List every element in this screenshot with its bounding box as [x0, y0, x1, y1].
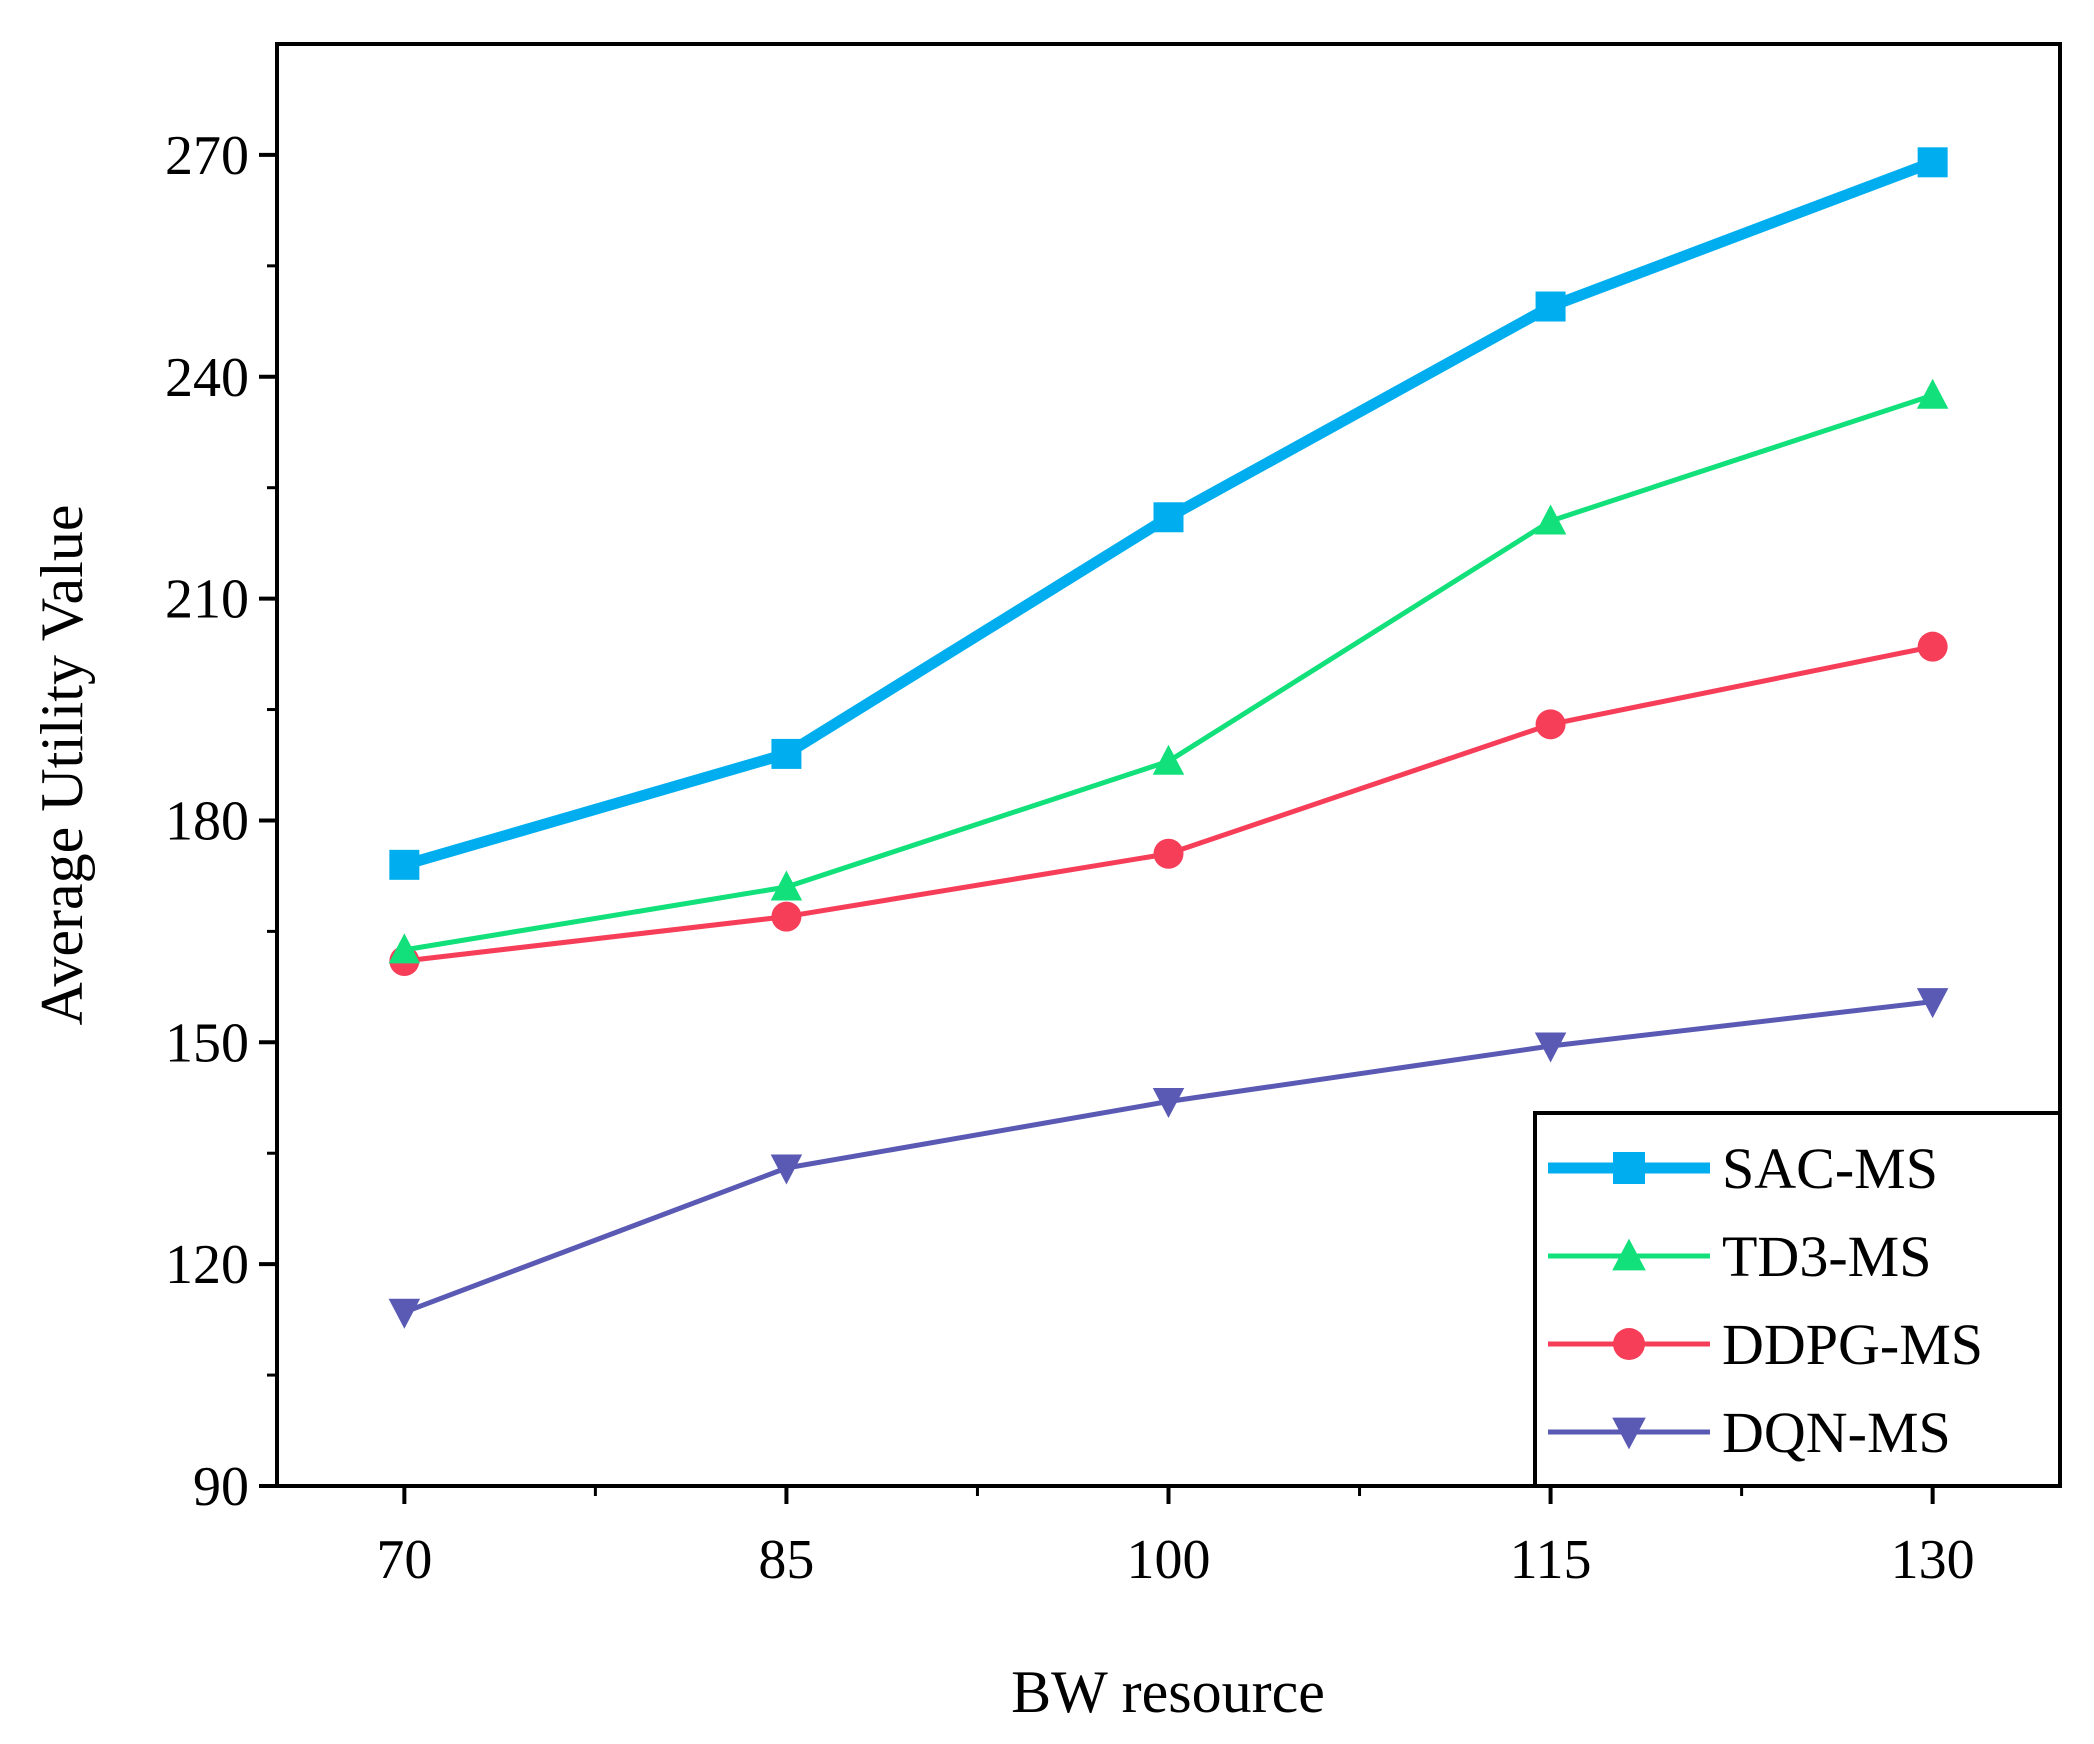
y-tick-label: 270 — [165, 125, 249, 187]
legend-item: DQN-MS — [1548, 1400, 1951, 1465]
x-tick-label: 70 — [376, 1529, 432, 1591]
data-point — [1917, 147, 1948, 178]
legend: SAC-MS TD3-MS DDPG-MS DQN-MS — [1533, 1111, 2062, 1488]
series-td3-ms — [388, 378, 1949, 964]
y-axis-title: Average Utility Value — [29, 505, 95, 1026]
data-point — [388, 1298, 421, 1329]
data-point — [770, 1154, 803, 1185]
data-point — [1916, 988, 1949, 1019]
y-tick-label: 210 — [165, 569, 249, 631]
data-point — [770, 870, 803, 901]
data-point — [389, 849, 420, 880]
y-tick-label: 240 — [165, 347, 249, 409]
legend-marker — [1612, 1417, 1646, 1450]
series-dqn-ms — [388, 988, 1949, 1329]
data-point — [1152, 1087, 1185, 1118]
legend-label: DDPG-MS — [1722, 1312, 1983, 1377]
data-point — [1535, 709, 1566, 740]
data-point — [1916, 378, 1949, 409]
data-point — [771, 738, 802, 769]
data-point — [1153, 838, 1184, 869]
data-point — [1153, 502, 1184, 533]
data-point — [1534, 1032, 1567, 1063]
data-point — [771, 901, 802, 932]
data-point — [1152, 744, 1185, 775]
axes-layer: 90 120 150 180 210 240 270 70 85 100 115 130 — [165, 125, 1975, 1591]
y-tick-label: 120 — [165, 1234, 249, 1296]
x-axis-title: BW resource — [1011, 1659, 1325, 1725]
x-tick-label: 100 — [1127, 1529, 1211, 1591]
legend-label: DQN-MS — [1722, 1400, 1951, 1465]
x-tick-label: 85 — [758, 1529, 814, 1591]
series-ddpg-ms — [389, 631, 1948, 976]
legend-marker — [1613, 1328, 1645, 1360]
data-point — [1535, 291, 1566, 322]
y-tick-label: 150 — [165, 1012, 249, 1074]
legend-item: TD3-MS — [1548, 1224, 1931, 1289]
series-layer — [388, 147, 1949, 1329]
y-tick-label: 90 — [193, 1456, 249, 1518]
legend-label: TD3-MS — [1722, 1224, 1931, 1289]
x-tick-label: 130 — [1891, 1529, 1975, 1591]
series-sac-ms — [389, 147, 1948, 880]
data-point — [1534, 504, 1567, 535]
data-point — [388, 933, 421, 964]
data-point — [1917, 631, 1948, 662]
legend-item: SAC-MS — [1548, 1136, 1938, 1201]
legend-label: SAC-MS — [1722, 1136, 1938, 1201]
x-tick-label: 115 — [1510, 1529, 1592, 1591]
legend-marker — [1612, 1238, 1646, 1271]
legend-item: DDPG-MS — [1548, 1312, 1983, 1377]
legend-marker — [1613, 1152, 1645, 1184]
y-tick-label: 180 — [165, 790, 249, 852]
